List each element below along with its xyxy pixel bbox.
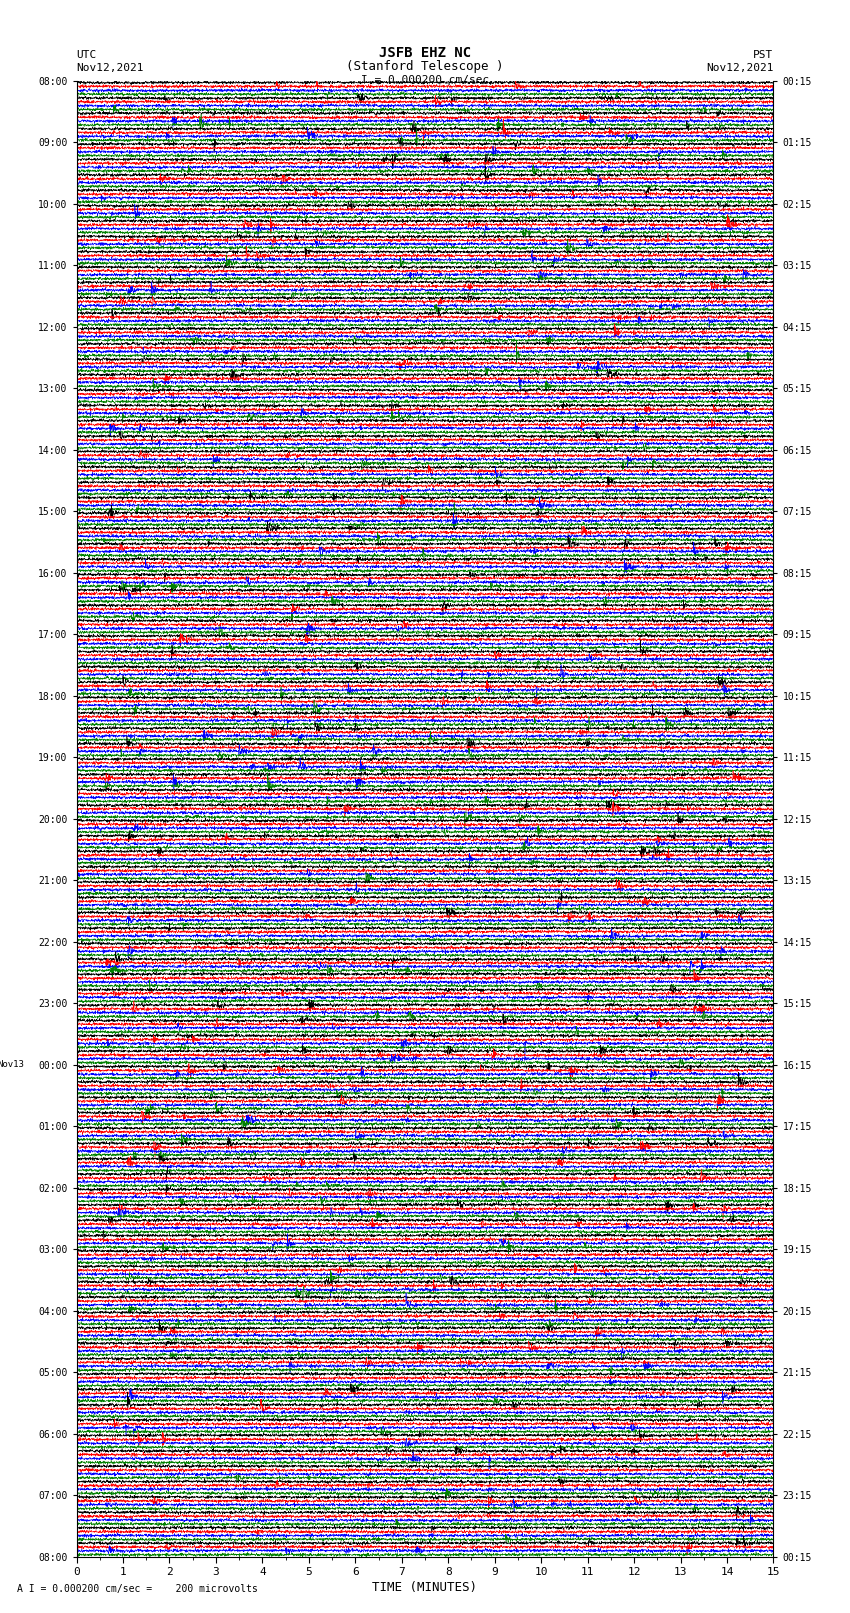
Text: UTC: UTC: [76, 50, 97, 60]
Text: Nov12,2021: Nov12,2021: [706, 63, 774, 73]
Text: JSFB EHZ NC: JSFB EHZ NC: [379, 47, 471, 60]
Text: PST: PST: [753, 50, 774, 60]
Text: (Stanford Telescope ): (Stanford Telescope ): [346, 60, 504, 73]
Text: Nov12,2021: Nov12,2021: [76, 63, 144, 73]
Text: Nov13: Nov13: [0, 1060, 25, 1069]
Text: I = 0.000200 cm/sec: I = 0.000200 cm/sec: [361, 76, 489, 85]
X-axis label: TIME (MINUTES): TIME (MINUTES): [372, 1581, 478, 1594]
Text: A I = 0.000200 cm/sec =    200 microvolts: A I = 0.000200 cm/sec = 200 microvolts: [17, 1584, 258, 1594]
